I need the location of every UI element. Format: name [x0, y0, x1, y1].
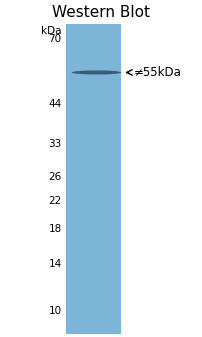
Text: 70: 70	[48, 34, 61, 44]
Bar	[65, 24, 121, 334]
Text: 44: 44	[48, 99, 61, 109]
Text: 18: 18	[48, 224, 61, 234]
Text: 26: 26	[48, 172, 61, 182]
Text: kDa: kDa	[41, 26, 61, 36]
Text: 10: 10	[48, 306, 61, 316]
Ellipse shape	[71, 70, 121, 74]
Text: 14: 14	[48, 259, 61, 269]
Text: ≠55kDa: ≠55kDa	[133, 66, 180, 79]
Title: Western Blot: Western Blot	[52, 5, 150, 20]
Text: 33: 33	[48, 139, 61, 149]
Text: 22: 22	[48, 195, 61, 206]
